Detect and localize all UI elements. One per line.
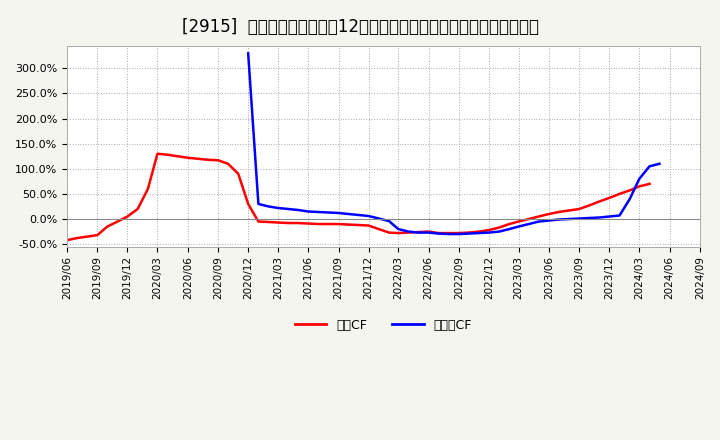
Legend: 営業CF, フリーCF: 営業CF, フリーCF	[290, 314, 477, 337]
Text: [2915]  キャッシュフローの12か月移動合計の対前年同期増減率の推移: [2915] キャッシュフローの12か月移動合計の対前年同期増減率の推移	[181, 18, 539, 36]
